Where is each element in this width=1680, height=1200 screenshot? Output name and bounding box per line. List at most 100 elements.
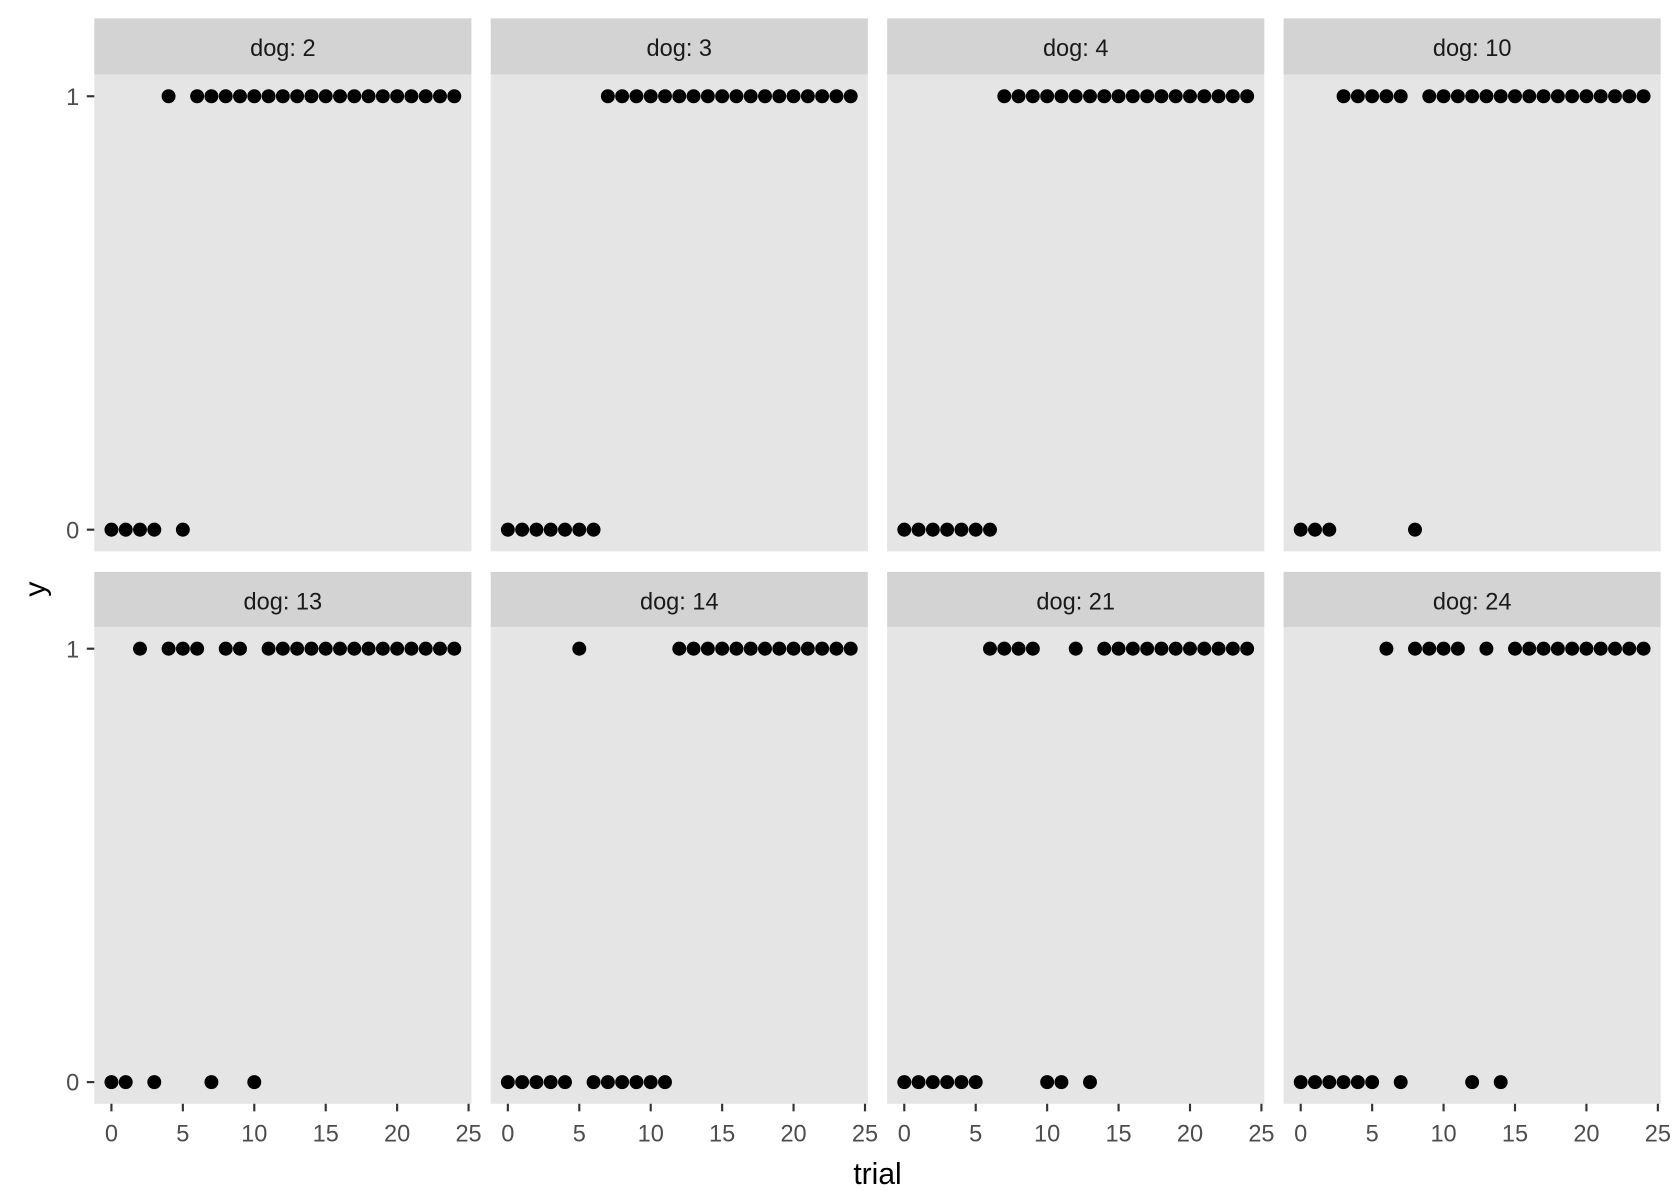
facet-strip-label: dog: 24 bbox=[1433, 590, 1512, 616]
data-point bbox=[911, 1075, 926, 1090]
data-point bbox=[729, 641, 744, 656]
data-point bbox=[361, 89, 376, 104]
data-point bbox=[1168, 641, 1183, 656]
x-axis-label: trial bbox=[853, 1158, 901, 1191]
data-point bbox=[954, 1075, 969, 1090]
data-point bbox=[829, 641, 844, 656]
facet-strip-label: dog: 14 bbox=[640, 590, 719, 616]
data-point bbox=[175, 522, 190, 537]
facet-strip bbox=[887, 571, 1265, 628]
data-point bbox=[558, 522, 572, 537]
data-point bbox=[715, 89, 730, 104]
data-point bbox=[1350, 1075, 1365, 1090]
data-point bbox=[572, 641, 587, 656]
data-point bbox=[1140, 89, 1155, 104]
data-point bbox=[1025, 641, 1040, 656]
data-point bbox=[333, 89, 347, 104]
data-point bbox=[1054, 89, 1069, 104]
data-point bbox=[1183, 641, 1197, 656]
data-point bbox=[433, 641, 447, 656]
data-point bbox=[772, 89, 787, 104]
data-point bbox=[118, 1075, 133, 1090]
data-point bbox=[118, 522, 133, 537]
data-point bbox=[1350, 89, 1365, 104]
data-point bbox=[1408, 641, 1422, 656]
data-point bbox=[1293, 522, 1308, 537]
x-tick-label: 5 bbox=[969, 1122, 982, 1148]
data-point bbox=[700, 89, 715, 104]
data-point bbox=[375, 89, 390, 104]
data-point bbox=[233, 89, 247, 104]
x-tick-label: 15 bbox=[1105, 1122, 1131, 1148]
data-point bbox=[983, 522, 997, 537]
data-point bbox=[275, 641, 290, 656]
data-point bbox=[643, 1075, 658, 1090]
panel-background bbox=[490, 74, 868, 552]
panel-background bbox=[1283, 74, 1661, 552]
data-point bbox=[615, 89, 630, 104]
data-point bbox=[1322, 522, 1337, 537]
data-point bbox=[843, 641, 858, 656]
data-point bbox=[815, 641, 830, 656]
data-point bbox=[1083, 89, 1097, 104]
data-point bbox=[997, 89, 1012, 104]
data-point bbox=[911, 522, 926, 537]
data-point bbox=[1097, 641, 1112, 656]
x-tick-label: 15 bbox=[709, 1122, 735, 1148]
data-point bbox=[940, 522, 955, 537]
data-point bbox=[233, 641, 247, 656]
x-tick-label: 10 bbox=[1430, 1122, 1456, 1148]
panel-background bbox=[1283, 627, 1661, 1104]
panel-background bbox=[887, 74, 1265, 552]
x-tick-label: 20 bbox=[780, 1122, 806, 1148]
x-tick-label: 15 bbox=[1502, 1122, 1528, 1148]
facet-strip bbox=[1283, 18, 1661, 75]
data-point bbox=[615, 1075, 630, 1090]
x-tick-label: 20 bbox=[1573, 1122, 1599, 1148]
facet-strip-label: dog: 3 bbox=[647, 36, 712, 62]
facet-strip-label: dog: 13 bbox=[244, 590, 323, 616]
data-point bbox=[147, 522, 162, 537]
data-point bbox=[700, 641, 715, 656]
y-tick-label: 0 bbox=[66, 518, 79, 544]
data-point bbox=[175, 641, 190, 656]
x-tick-label: 10 bbox=[638, 1122, 664, 1148]
y-axis-label: y bbox=[19, 582, 52, 597]
data-point bbox=[1154, 641, 1169, 656]
panel-background bbox=[94, 627, 472, 1104]
y-tick-label: 0 bbox=[66, 1071, 79, 1097]
data-point bbox=[261, 641, 276, 656]
data-point bbox=[1025, 89, 1040, 104]
data-point bbox=[672, 89, 687, 104]
data-point bbox=[375, 641, 390, 656]
x-tick-label: 0 bbox=[105, 1122, 118, 1148]
data-point bbox=[1068, 641, 1083, 656]
data-point bbox=[390, 641, 405, 656]
data-point bbox=[1379, 89, 1394, 104]
data-point bbox=[404, 641, 419, 656]
data-point bbox=[1365, 89, 1380, 104]
data-point bbox=[515, 522, 530, 537]
data-point bbox=[1125, 641, 1140, 656]
x-tick-label: 25 bbox=[1248, 1122, 1274, 1148]
data-point bbox=[1011, 641, 1026, 656]
data-point bbox=[447, 89, 462, 104]
data-point bbox=[715, 641, 730, 656]
data-point bbox=[500, 1075, 515, 1090]
data-point bbox=[133, 641, 147, 656]
data-point bbox=[304, 641, 319, 656]
data-point bbox=[1011, 89, 1026, 104]
data-point bbox=[1608, 89, 1622, 104]
data-point bbox=[1040, 89, 1055, 104]
data-point bbox=[1636, 89, 1651, 104]
data-point bbox=[433, 89, 447, 104]
data-point bbox=[1125, 89, 1140, 104]
data-point bbox=[600, 1075, 615, 1090]
data-point bbox=[1593, 89, 1608, 104]
data-point bbox=[318, 89, 333, 104]
data-point bbox=[997, 641, 1012, 656]
x-tick-label: 10 bbox=[1034, 1122, 1060, 1148]
panel-background bbox=[887, 627, 1265, 1104]
data-point bbox=[1608, 641, 1622, 656]
x-tick-label: 25 bbox=[455, 1122, 481, 1148]
